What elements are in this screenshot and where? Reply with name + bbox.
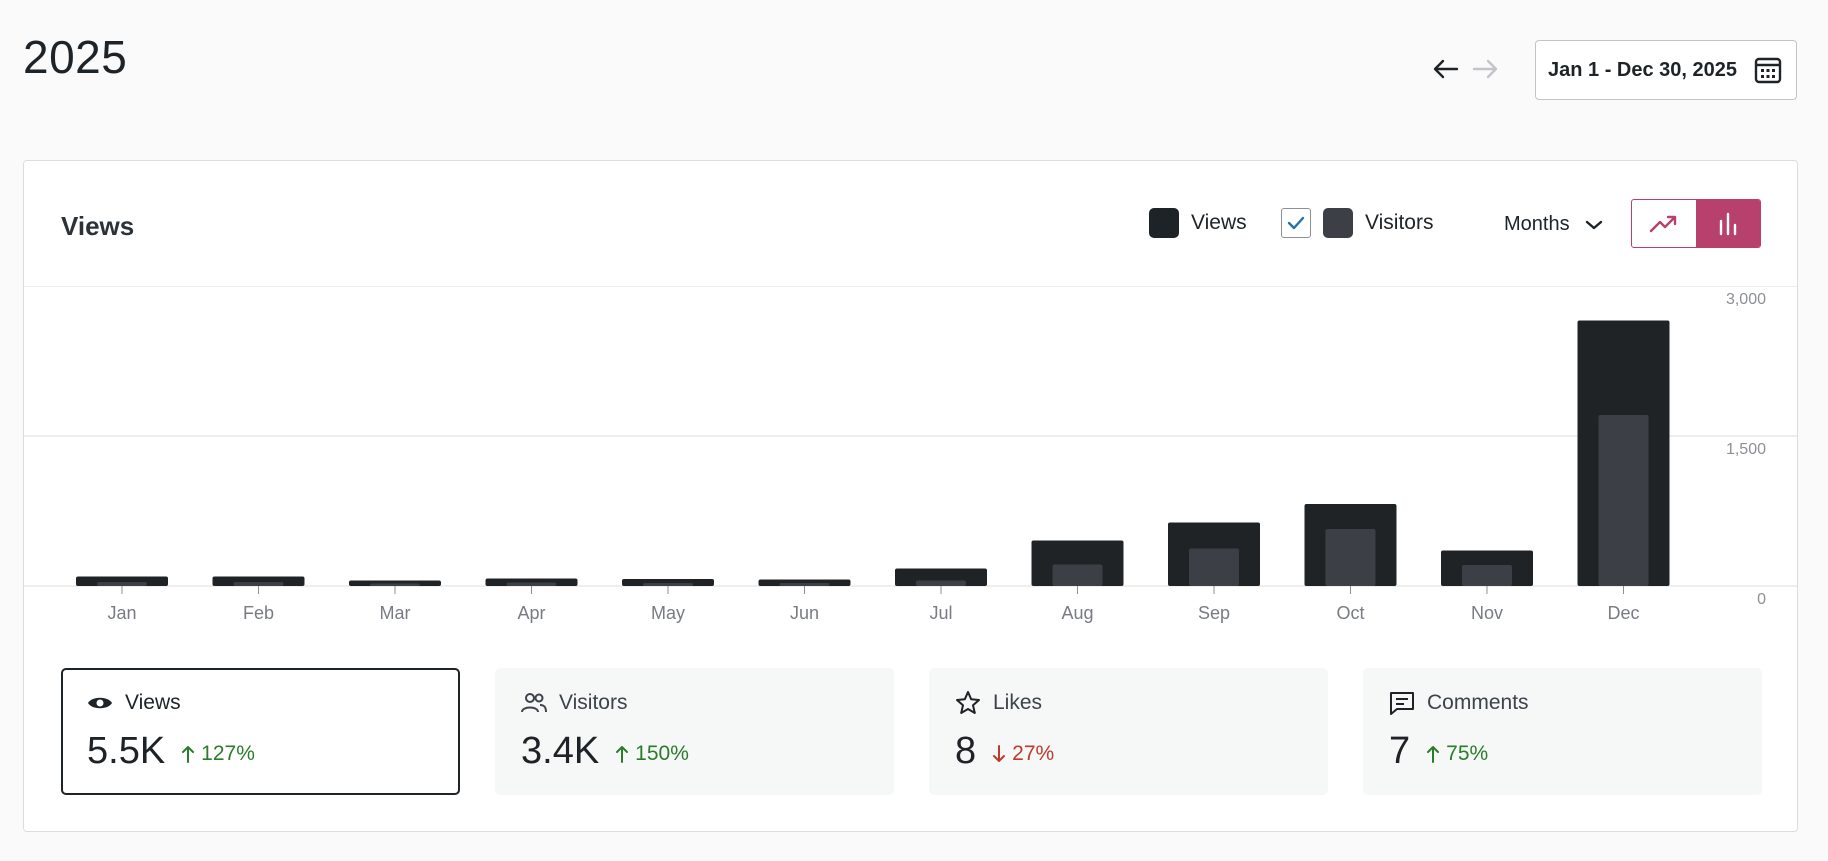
- card-title: Views: [61, 211, 135, 241]
- line-chart-button[interactable]: [1632, 200, 1696, 247]
- stat-change: 150%: [615, 742, 689, 766]
- visitors-checkbox[interactable]: [1281, 208, 1311, 238]
- stat-change-value: 127%: [201, 742, 255, 765]
- x-tick-label: Mar: [380, 603, 411, 623]
- arrow-up-icon: [182, 746, 195, 763]
- trending-up-icon: [1649, 215, 1677, 232]
- x-tick-label: Jul: [929, 603, 952, 623]
- eye-icon: [88, 697, 112, 709]
- legend-views-swatch: [1149, 208, 1179, 238]
- stat-card-views[interactable]: Views 5.5K 127%: [61, 668, 460, 795]
- x-tick-label: Jan: [107, 603, 136, 623]
- x-tick-label: Apr: [517, 603, 545, 623]
- bar-chart-button[interactable]: [1696, 200, 1760, 247]
- stat-value: 8: [955, 730, 977, 772]
- stat-label: Comments: [1427, 691, 1529, 714]
- stat-card-likes[interactable]: Likes 8 27%: [929, 668, 1328, 795]
- legend-visitors[interactable]: Visitors: [1281, 208, 1433, 238]
- arrow-right-icon: [1472, 59, 1498, 79]
- legend-visitors-swatch: [1323, 208, 1353, 238]
- stat-value: 5.5K: [87, 730, 166, 772]
- views-card: Views Views Visitors Months 3,0: [23, 160, 1798, 832]
- stat-change: 127%: [181, 742, 255, 766]
- y-tick-label: 0: [1757, 591, 1766, 608]
- period-select-value: Months: [1504, 213, 1570, 235]
- views-bar-chart: 3,000 1,500 0 Jan Feb Mar Apr May Jun Jul Aug Sep Oc…: [24, 286, 1797, 623]
- date-range-label: Jan 1 - Dec 30, 2025: [1548, 58, 1738, 81]
- star-icon: [956, 691, 980, 714]
- y-tick-label: 3,000: [1726, 291, 1766, 308]
- stat-change-value: 27%: [1012, 742, 1055, 765]
- chart-type-toggle: [1631, 199, 1761, 248]
- bar-visitors: [1325, 529, 1376, 586]
- arrow-up-icon: [616, 746, 629, 763]
- bar-visitors: [916, 580, 966, 586]
- x-tick-label: Dec: [1607, 603, 1639, 623]
- bar-visitors: [779, 583, 830, 586]
- stat-label: Visitors: [559, 691, 628, 714]
- arrow-down-icon: [993, 745, 1006, 762]
- bar-visitors: [1462, 565, 1512, 586]
- legend-visitors-label: Visitors: [1365, 211, 1434, 234]
- stat-card-visitors[interactable]: Visitors 3.4K 150%: [495, 668, 894, 795]
- stat-label: Views: [125, 691, 181, 714]
- stat-value: 3.4K: [521, 730, 600, 772]
- date-range-picker[interactable]: Jan 1 - Dec 30, 2025: [1535, 40, 1797, 100]
- y-tick-label: 1,500: [1726, 441, 1766, 458]
- x-tick-label: Aug: [1061, 603, 1093, 623]
- bar-visitors: [506, 582, 557, 586]
- people-icon: [521, 693, 547, 713]
- arrow-up-icon: [1427, 746, 1440, 763]
- x-tick-label: Oct: [1336, 603, 1364, 623]
- period-select[interactable]: Months: [1504, 213, 1604, 236]
- stat-change: 27%: [992, 742, 1054, 766]
- arrow-left-icon: [1433, 59, 1459, 79]
- x-tick-label: May: [651, 603, 685, 623]
- bar-visitors: [1189, 548, 1239, 586]
- page-title: 2025: [23, 31, 128, 83]
- previous-period-button[interactable]: [1428, 52, 1462, 86]
- x-tick-label: Feb: [243, 603, 274, 623]
- stat-change: 75%: [1426, 742, 1488, 766]
- next-period-button[interactable]: [1469, 52, 1503, 86]
- bar-chart-icon: [1719, 212, 1737, 235]
- bar-visitors: [370, 583, 420, 586]
- calendar-icon: [1754, 57, 1782, 84]
- check-icon: [1287, 216, 1305, 230]
- chevron-down-icon: [1585, 220, 1602, 229]
- x-tick-label: Nov: [1471, 603, 1503, 623]
- legend-views-label: Views: [1191, 211, 1247, 234]
- x-tick-label: Sep: [1198, 603, 1230, 623]
- bar-visitors: [643, 583, 693, 586]
- bar-visitors: [1052, 564, 1103, 586]
- stat-card-comments[interactable]: Comments 7 75%: [1363, 668, 1762, 795]
- bar-visitors: [1598, 415, 1649, 586]
- bar-visitors: [233, 582, 284, 586]
- stat-value: 7: [1389, 730, 1411, 772]
- bar-visitors: [97, 582, 147, 586]
- stat-change-value: 150%: [635, 742, 689, 765]
- stat-change-value: 75%: [1446, 742, 1489, 765]
- legend-views: Views: [1149, 208, 1247, 238]
- stat-label: Likes: [993, 691, 1043, 714]
- comment-icon: [1390, 692, 1414, 715]
- x-tick-label: Jun: [790, 603, 819, 623]
